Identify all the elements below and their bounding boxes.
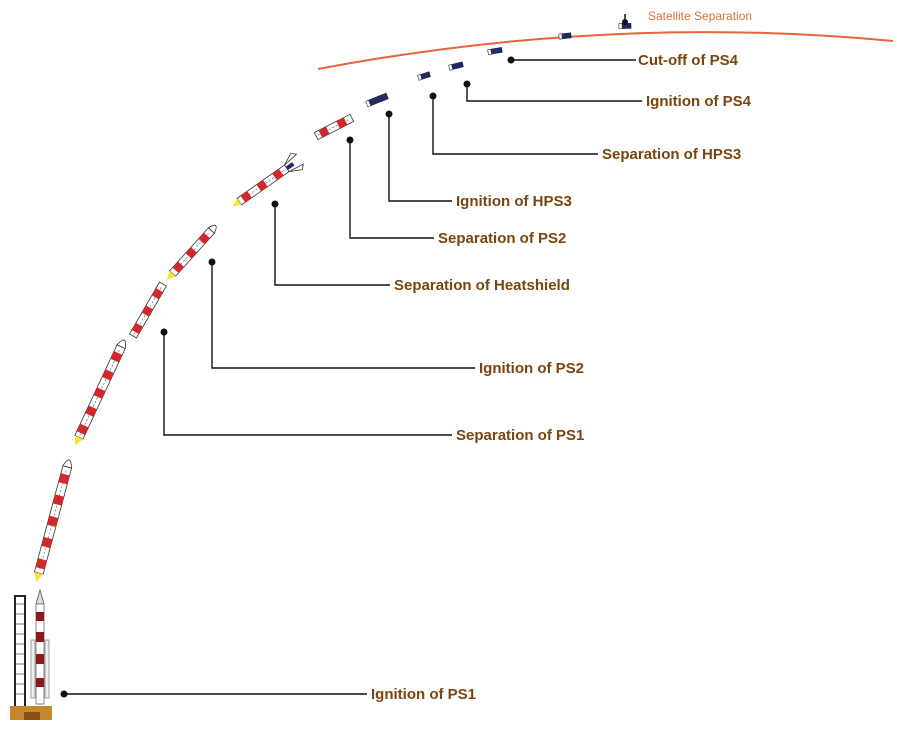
stage-icon [128, 281, 168, 339]
stage-icon [365, 92, 389, 108]
stage-icon [487, 46, 503, 56]
event-ignition-ps2: Ignition of PS2 [208, 258, 584, 377]
event-label: Cut-off of PS4 [638, 52, 739, 69]
event-separation-hps3: Separation of HPS3 [429, 92, 741, 163]
event-separation-ps1: Separation of PS1 [160, 328, 584, 444]
event-label: Separation of Heatshield [394, 277, 570, 294]
event-ignition-ps1: Ignition of PS1 [60, 686, 476, 703]
satellite-icon [622, 14, 628, 25]
stage-icon [448, 61, 464, 71]
stage-icon [313, 113, 355, 141]
event-label: Ignition of HPS3 [456, 193, 572, 210]
satellite-separation-label: Satellite Separation [648, 9, 752, 23]
event-label: Ignition of PS2 [479, 360, 584, 377]
event-label: Ignition of PS1 [371, 686, 476, 703]
stage-icon [618, 22, 632, 30]
event-separation-ps2: Separation of PS2 [346, 136, 566, 247]
stage-icon [166, 224, 217, 281]
event-ignition-hps3: Ignition of HPS3 [385, 110, 572, 210]
orbit-arc [317, 31, 894, 70]
event-label: Separation of PS2 [438, 230, 566, 247]
stage-icon [558, 32, 572, 40]
stage-icon [417, 71, 431, 81]
stage-icon [232, 152, 304, 207]
event-ignition-ps4: Ignition of PS4 [463, 80, 752, 110]
stage-icon [74, 339, 126, 446]
event-separation-heatshield: Separation of Heatshield [271, 200, 570, 294]
rocket-on-pad [30, 588, 50, 705]
event-label: Separation of PS1 [456, 427, 584, 444]
trajectory-stages [33, 14, 632, 582]
event-label: Separation of HPS3 [602, 146, 741, 163]
stage-icon [33, 459, 73, 582]
event-cutoff-ps4: Cut-off of PS4 [507, 52, 739, 69]
launch-pad [10, 595, 52, 720]
event-label: Ignition of PS4 [646, 93, 752, 110]
